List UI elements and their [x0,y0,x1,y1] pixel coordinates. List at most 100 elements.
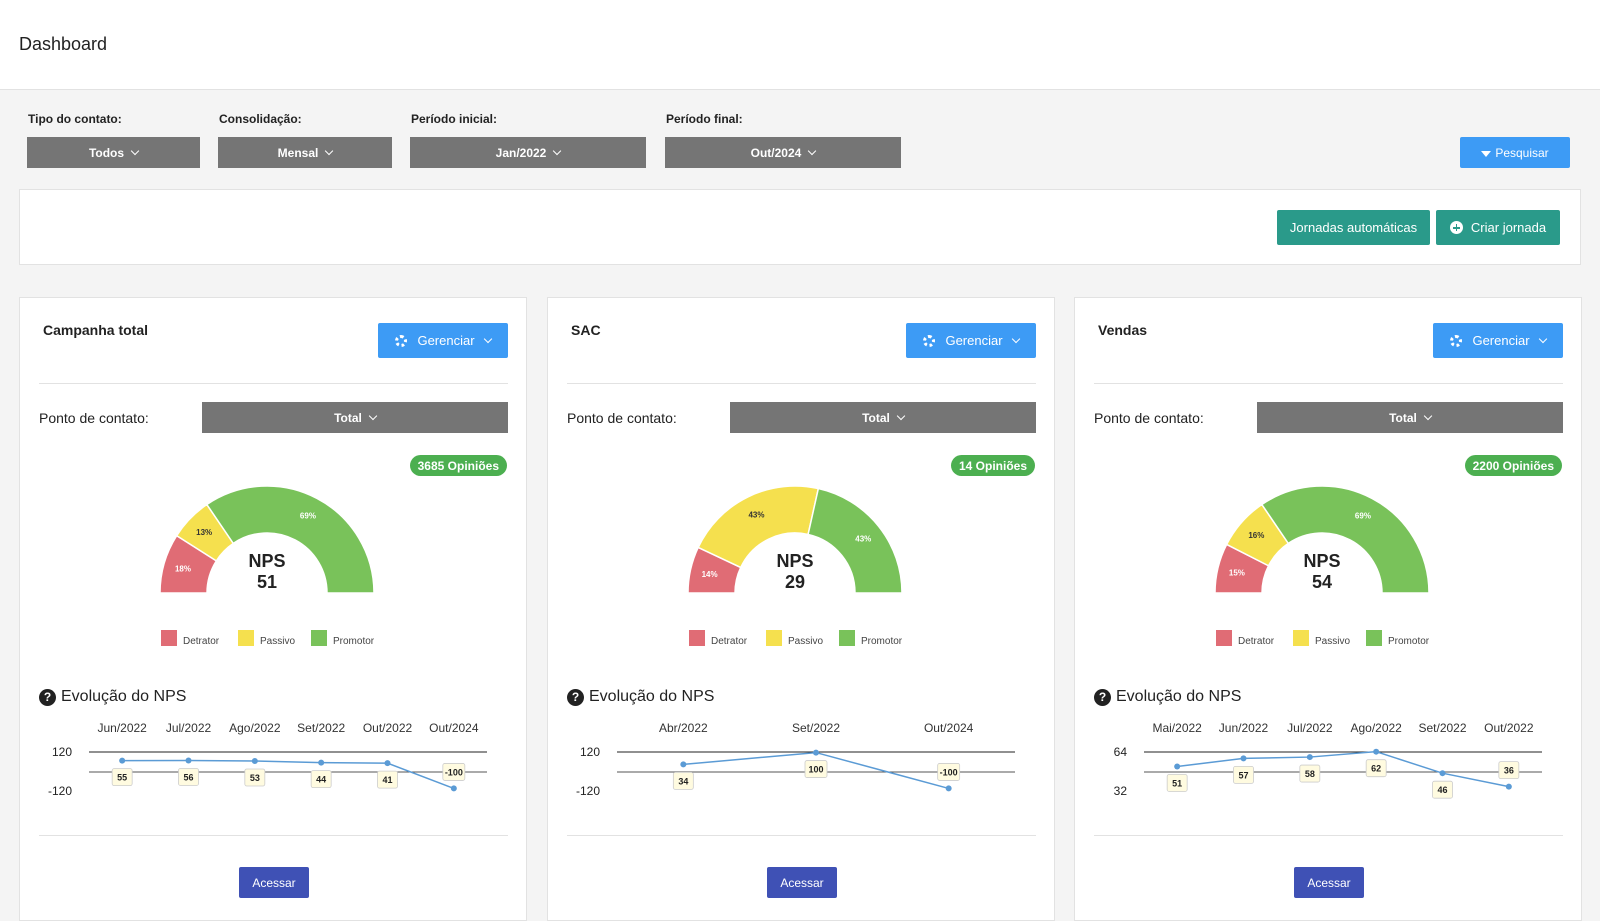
data-point [813,749,819,756]
data-label-box [672,772,694,790]
gauge-percent-promotor: 69% [300,512,316,521]
data-label-box [377,770,398,789]
contact-point-dropdown[interactable]: Total [202,402,508,433]
question-circle-icon[interactable]: ? [567,688,584,706]
data-label-box [1432,780,1453,799]
divider [39,383,508,384]
filter-final-dropdown[interactable]: Out/2024 [665,137,901,168]
divider [39,835,508,836]
data-point [1505,783,1512,790]
filter-consolidacao-dropdown[interactable]: Mensal [218,137,392,168]
chevron-down-icon [1011,334,1020,343]
contact-point: Total [730,402,1036,433]
manage-label: Gerenciar [417,333,475,348]
data-point [680,761,687,768]
manage-button[interactable]: Gerenciar [378,323,508,358]
automatic-journeys-button[interactable]: Jornadas automáticas [1277,210,1430,245]
filter-bar: Tipo do contato: Todos Consolidação: Men… [0,90,1600,185]
chevron-down-icon [325,146,334,155]
contact-point-dropdown[interactable]: Total [1257,402,1563,433]
data-point [945,785,952,792]
filter-icon [1481,150,1492,157]
divider [567,383,1036,384]
data-label-box [442,763,466,781]
gauge-segment-promotor [205,485,375,594]
data-point [1373,748,1380,755]
data-label: 55 [117,773,127,783]
data-label: 100 [808,765,823,775]
data-label-box [111,768,133,787]
x-tick-label: Set/2022 [792,721,840,735]
x-tick-label: Jul/2022 [166,721,212,735]
filter-inicial-dropdown[interactable]: Jan/2022 [410,137,646,168]
y-tick-bottom: -120 [576,784,600,798]
data-label: 53 [250,773,260,783]
legend-swatch-detrator [689,630,705,646]
data-label: 51 [1172,778,1182,788]
x-tick-label: Ago/2022 [229,721,281,735]
filter-final-value: Out/2024 [750,145,802,160]
gear-icon [1450,334,1463,347]
y-tick-bottom: 32 [1114,784,1128,798]
data-label: 41 [382,775,392,785]
gauge-percent-passivo: 43% [748,510,764,519]
data-point [1439,770,1446,777]
gauge-percent-detrator: 18% [175,565,191,574]
nps-label: NPS [248,551,285,571]
search-button[interactable]: Pesquisar [1460,137,1570,168]
contact-point-label: Ponto de contato: [1094,410,1204,426]
data-label: 36 [1504,766,1514,776]
gauge-segment-promotor [807,487,903,594]
filter-final-label: Período final: [666,112,743,126]
access-button[interactable]: Acessar [239,867,309,898]
legend-label-detrator: Detrator [711,636,748,647]
evolution-title-text: Evolução do NPS [61,688,187,705]
nps-evolution-chart: 120 -120 Abr/2022 Set/2022 Out/2024 34 100 -100 [576,721,1015,798]
opinions-badge: 14 Opiniões [950,455,1035,476]
filter-tipo-dropdown[interactable]: Todos [27,137,200,168]
data-label: 57 [1238,770,1248,780]
divider [1094,383,1563,384]
contact-point-dropdown[interactable]: Total [730,402,1036,433]
access-button[interactable]: Acessar [767,867,837,898]
nps-evolution-chart: 120 -120 Jun/2022 Jul/2022 Ago/2022 Set/2022 O… [48,721,487,798]
filter-inicial-value: Jan/2022 [495,145,547,160]
manage-button[interactable]: Gerenciar [1433,323,1563,358]
campaign-card-1: SAC Gerenciar Ponto de contato: Total 14… [547,297,1055,921]
page-title: Dashboard [19,34,108,54]
evolution-title: ? Evolução do NPS [567,688,714,706]
gear-icon [395,334,408,347]
x-tick-label: Jun/2022 [97,721,147,735]
data-label: 46 [1437,785,1447,795]
legend-label-detrator: Detrator [183,636,220,647]
question-circle-icon[interactable]: ? [1094,688,1111,706]
data-point [251,758,258,765]
legend-swatch-passivo [1293,630,1309,646]
chevron-down-icon [483,334,492,343]
data-label: 34 [678,776,688,786]
nps-evolution-chart: 64 32 Mai/2022 Jun/2022 Jul/2022 Ago/2022 Set/… [1114,721,1542,799]
chevron-down-icon [368,411,378,420]
gauge-percent-passivo: 13% [196,528,212,537]
data-label: 56 [183,772,193,782]
evolution-title-text: Evolução do NPS [589,688,715,705]
x-tick-label: Mai/2022 [1152,721,1202,735]
x-tick-label: Out/2024 [924,721,974,735]
question-circle-icon[interactable]: ? [39,688,56,706]
data-label-box [310,770,332,789]
access-button[interactable]: Acessar [1294,867,1364,898]
x-tick-label: Set/2022 [297,721,345,735]
contact-point-value: Total [1389,410,1417,425]
chevron-down-icon [896,411,906,420]
legend-label-promotor: Promotor [1388,636,1430,647]
data-label: 62 [1371,764,1381,774]
opinions-badge: 3685 Opiniões [409,455,507,476]
evolution-title: ? Evolução do NPS [1094,688,1241,706]
create-journey-button[interactable]: Criar jornada [1436,210,1560,245]
card-title: Vendas [1098,322,1148,338]
filter-inicial-label: Período inicial: [411,112,498,126]
manage-button[interactable]: Gerenciar [906,323,1036,358]
data-label-box [1166,774,1188,792]
